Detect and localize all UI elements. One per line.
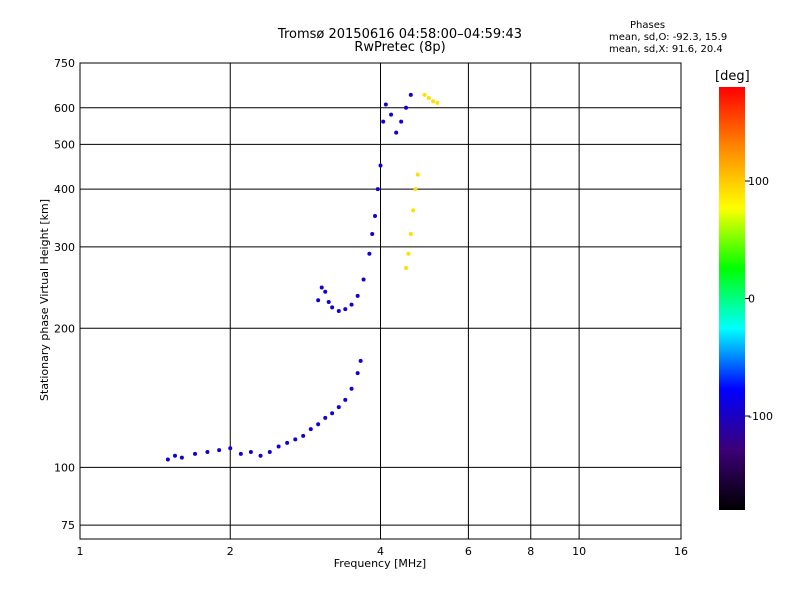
phases-heading: Phases [630, 20, 666, 31]
data-point [413, 187, 418, 192]
data-point [399, 119, 404, 124]
y-tick-label: 600 [54, 102, 75, 115]
data-point [358, 358, 363, 363]
data-point [361, 277, 366, 282]
colorbar-unit-label: [deg] [715, 69, 750, 84]
data-point [205, 449, 210, 454]
colorbar [719, 87, 745, 510]
colorbar-tick-label: -100 [748, 410, 773, 423]
data-point [326, 299, 331, 304]
data-point [285, 440, 290, 445]
data-point [319, 285, 324, 290]
data-point [301, 433, 306, 438]
data-point [349, 386, 354, 391]
data-point [248, 449, 253, 454]
data-point [165, 457, 170, 462]
data-point [330, 305, 335, 310]
data-point [267, 449, 272, 454]
gridlines [80, 62, 681, 539]
colorbar-ticks: 100 0 -100 [745, 175, 773, 423]
chart-title: Tromsø 20150616 04:58:00–04:59:43 [277, 27, 523, 42]
data-point [217, 448, 222, 453]
y-axis-label: Stationary phase Virtual Height [km] [38, 199, 51, 401]
x-tick-label: 6 [465, 545, 472, 558]
data-point [408, 231, 413, 236]
data-point [258, 453, 263, 458]
colorbar-tick-label: 0 [748, 293, 755, 306]
x-axis-label: Frequency [MHz] [334, 557, 426, 570]
data-point [355, 293, 360, 298]
data-point [193, 451, 198, 456]
y-tick-label: 300 [54, 241, 75, 254]
data-point [422, 92, 427, 97]
data-point [172, 453, 177, 458]
data-point [238, 451, 243, 456]
data-point [381, 119, 386, 124]
phases-x-mode-stats: mean, sd,X: 91.6, 20.4 [609, 44, 723, 55]
data-point [404, 105, 409, 110]
data-point [408, 92, 413, 97]
y-tick-label: 100 [54, 461, 75, 474]
y-tick-label: 75 [61, 519, 75, 532]
x-tick-label: 1 [77, 545, 84, 558]
data-point [336, 308, 341, 313]
chart-subtitle: RwPretec (8p) [354, 40, 446, 55]
data-point [349, 302, 354, 307]
x-tick-label: 10 [572, 545, 586, 558]
x-tick-label: 8 [527, 545, 534, 558]
data-point [378, 163, 383, 168]
data-point [411, 208, 416, 213]
x-tick-label: 2 [227, 545, 234, 558]
data-point [404, 266, 409, 271]
data-point [323, 415, 328, 420]
data-point [316, 422, 321, 427]
axis-ticks: 1 2 4 6 8 10 16 75 100 200 300 400 500 600 750 [54, 57, 688, 558]
x-tick-label: 4 [377, 545, 384, 558]
data-point [426, 95, 431, 100]
data-point [373, 213, 378, 218]
data-point [435, 100, 440, 105]
data-point [336, 405, 341, 410]
x-tick-label: 16 [674, 545, 688, 558]
data-point [394, 130, 399, 135]
y-tick-label: 500 [54, 138, 75, 151]
data-point [330, 411, 335, 416]
phases-o-mode-stats: mean, sd,O: -92.3, 15.9 [609, 32, 728, 43]
data-point [375, 187, 380, 192]
data-point [389, 112, 394, 117]
data-point [370, 231, 375, 236]
data-point [308, 427, 313, 432]
data-point [323, 289, 328, 294]
data-point [179, 455, 184, 460]
data-point [228, 446, 233, 451]
data-points [165, 92, 440, 462]
y-tick-label: 400 [54, 183, 75, 196]
data-point [343, 307, 348, 312]
data-point [276, 444, 281, 449]
data-point [431, 99, 436, 104]
data-point [293, 437, 298, 442]
y-tick-label: 750 [54, 57, 75, 70]
data-point [415, 172, 420, 177]
data-point [355, 371, 360, 376]
data-point [316, 298, 321, 303]
colorbar-tick-label: 100 [748, 175, 769, 188]
data-point [406, 251, 411, 256]
y-tick-label: 200 [54, 322, 75, 335]
data-point [383, 102, 388, 107]
data-point [343, 397, 348, 402]
data-point [367, 251, 372, 256]
